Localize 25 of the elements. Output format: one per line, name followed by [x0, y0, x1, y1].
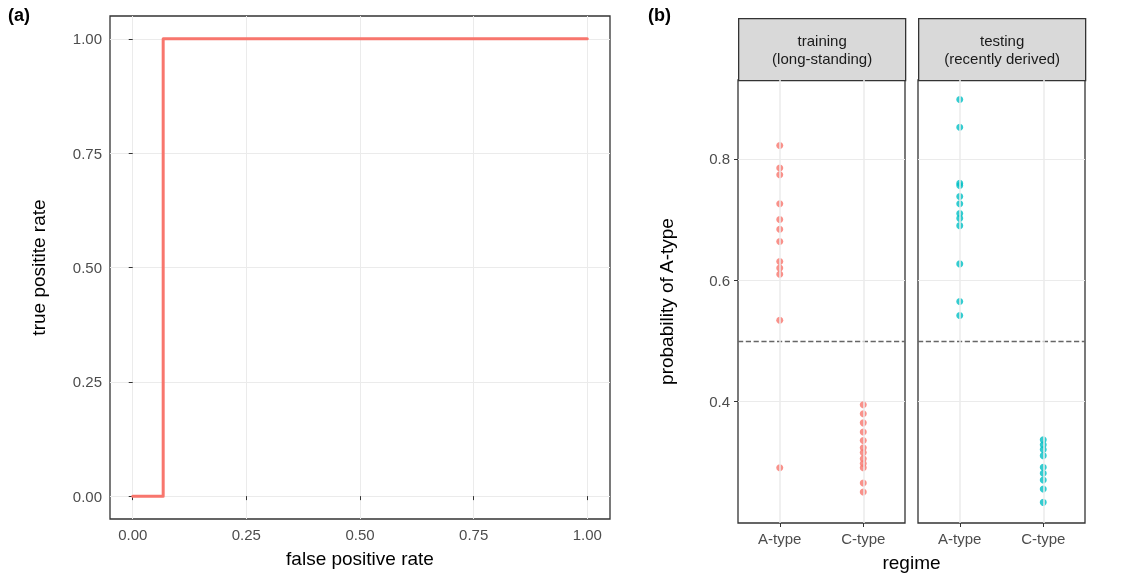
x-tick-label: 0.25: [231, 526, 261, 543]
x-tick-label: 1.00: [572, 526, 602, 543]
x-tick-label: C-type: [1021, 530, 1066, 547]
y-tick-label: 0.6: [709, 271, 730, 289]
y-tick-label: 0.00: [72, 487, 102, 505]
text: (a): [8, 5, 30, 25]
y-tick-label: 0.75: [72, 144, 102, 162]
y-tick-label: 0.50: [72, 259, 102, 276]
chart-title: training (long-standing): [772, 32, 873, 68]
y-tick-label: 0.25: [72, 373, 102, 391]
x-tick-label: A-type: [758, 530, 802, 547]
text: (b): [648, 5, 671, 25]
x-tick-label: 0.00: [118, 526, 148, 543]
chart-title: testing (recently derived): [944, 32, 1061, 68]
y-tick-label: 0.4: [709, 393, 730, 411]
y-tick-label: 0.8: [709, 150, 730, 168]
y-tick-label: 1.00: [72, 30, 102, 48]
x-tick-label: A-type: [938, 530, 982, 547]
x-axis-title: false positive rate: [286, 548, 434, 569]
y-axis-title: probability of A-type: [656, 218, 677, 385]
x-tick-label: C-type: [841, 530, 886, 547]
y-axis-title: true positite rate: [28, 199, 49, 336]
x-tick-label: 0.50: [345, 526, 375, 543]
x-tick-label: 0.75: [459, 526, 489, 543]
x-axis-title: regime: [881, 552, 942, 574]
